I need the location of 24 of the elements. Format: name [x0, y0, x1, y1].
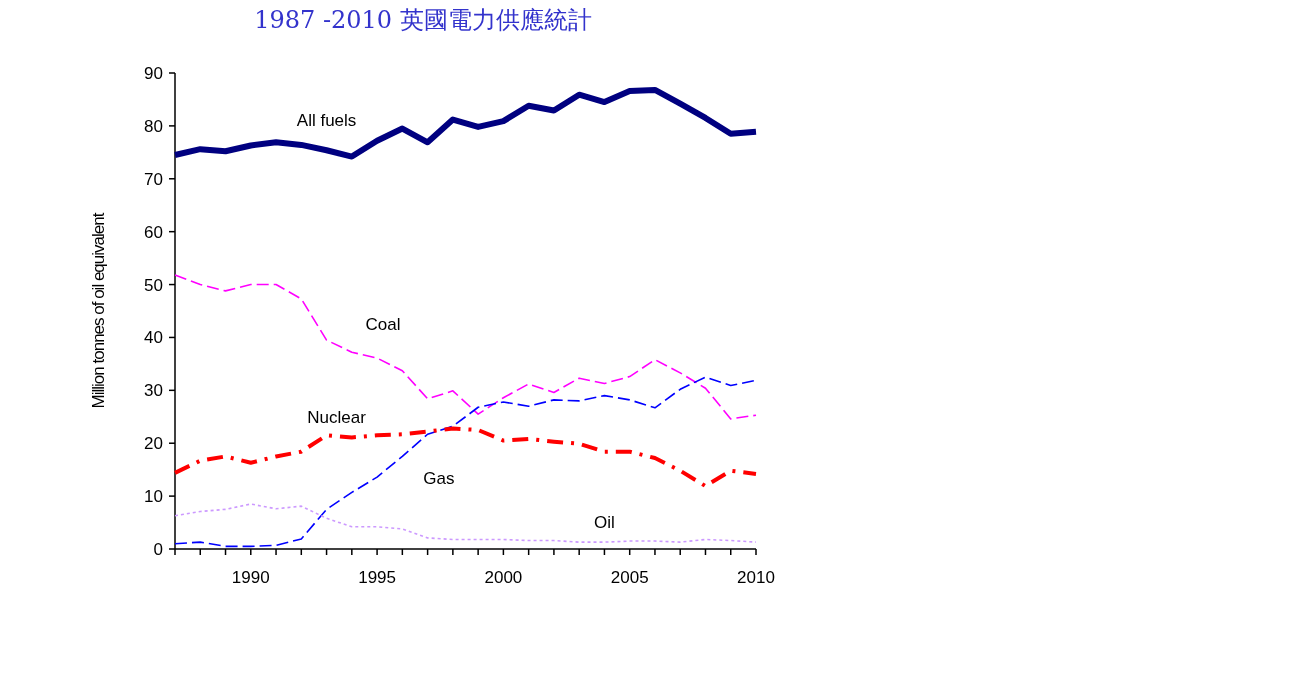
series-label: Gas [423, 469, 455, 489]
series-label: Nuclear [307, 408, 367, 428]
y-tick-label: 50 [144, 275, 163, 295]
x-tick-label: 2005 [610, 568, 649, 587]
y-tick-label: 80 [144, 116, 163, 136]
series-label: Oil [594, 513, 615, 533]
line-series [174, 503, 757, 543]
y-tick-label: 90 [144, 64, 163, 83]
y-tick-label: 40 [144, 328, 163, 348]
y-tick-label: 0 [153, 540, 163, 559]
series-label: All fuels [296, 111, 357, 131]
y-tick-label: 10 [144, 487, 163, 507]
x-tick-label: 1995 [358, 568, 396, 587]
x-tick-label: 2000 [484, 568, 523, 587]
y-axis-title: Million tonnes of oil equivalent [89, 212, 108, 409]
y-tick-label: 60 [144, 222, 163, 242]
line-series [173, 426, 758, 489]
series-label: Coal [365, 315, 401, 335]
y-tick-label: 20 [144, 434, 163, 454]
x-tick-label: 2010 [737, 568, 775, 587]
y-tick-label: 70 [144, 169, 163, 189]
y-tick-label: 30 [144, 381, 163, 401]
chart-title: 1987 -2010 英國電力供應統計 [254, 6, 592, 34]
x-tick-label: 1990 [231, 568, 270, 587]
